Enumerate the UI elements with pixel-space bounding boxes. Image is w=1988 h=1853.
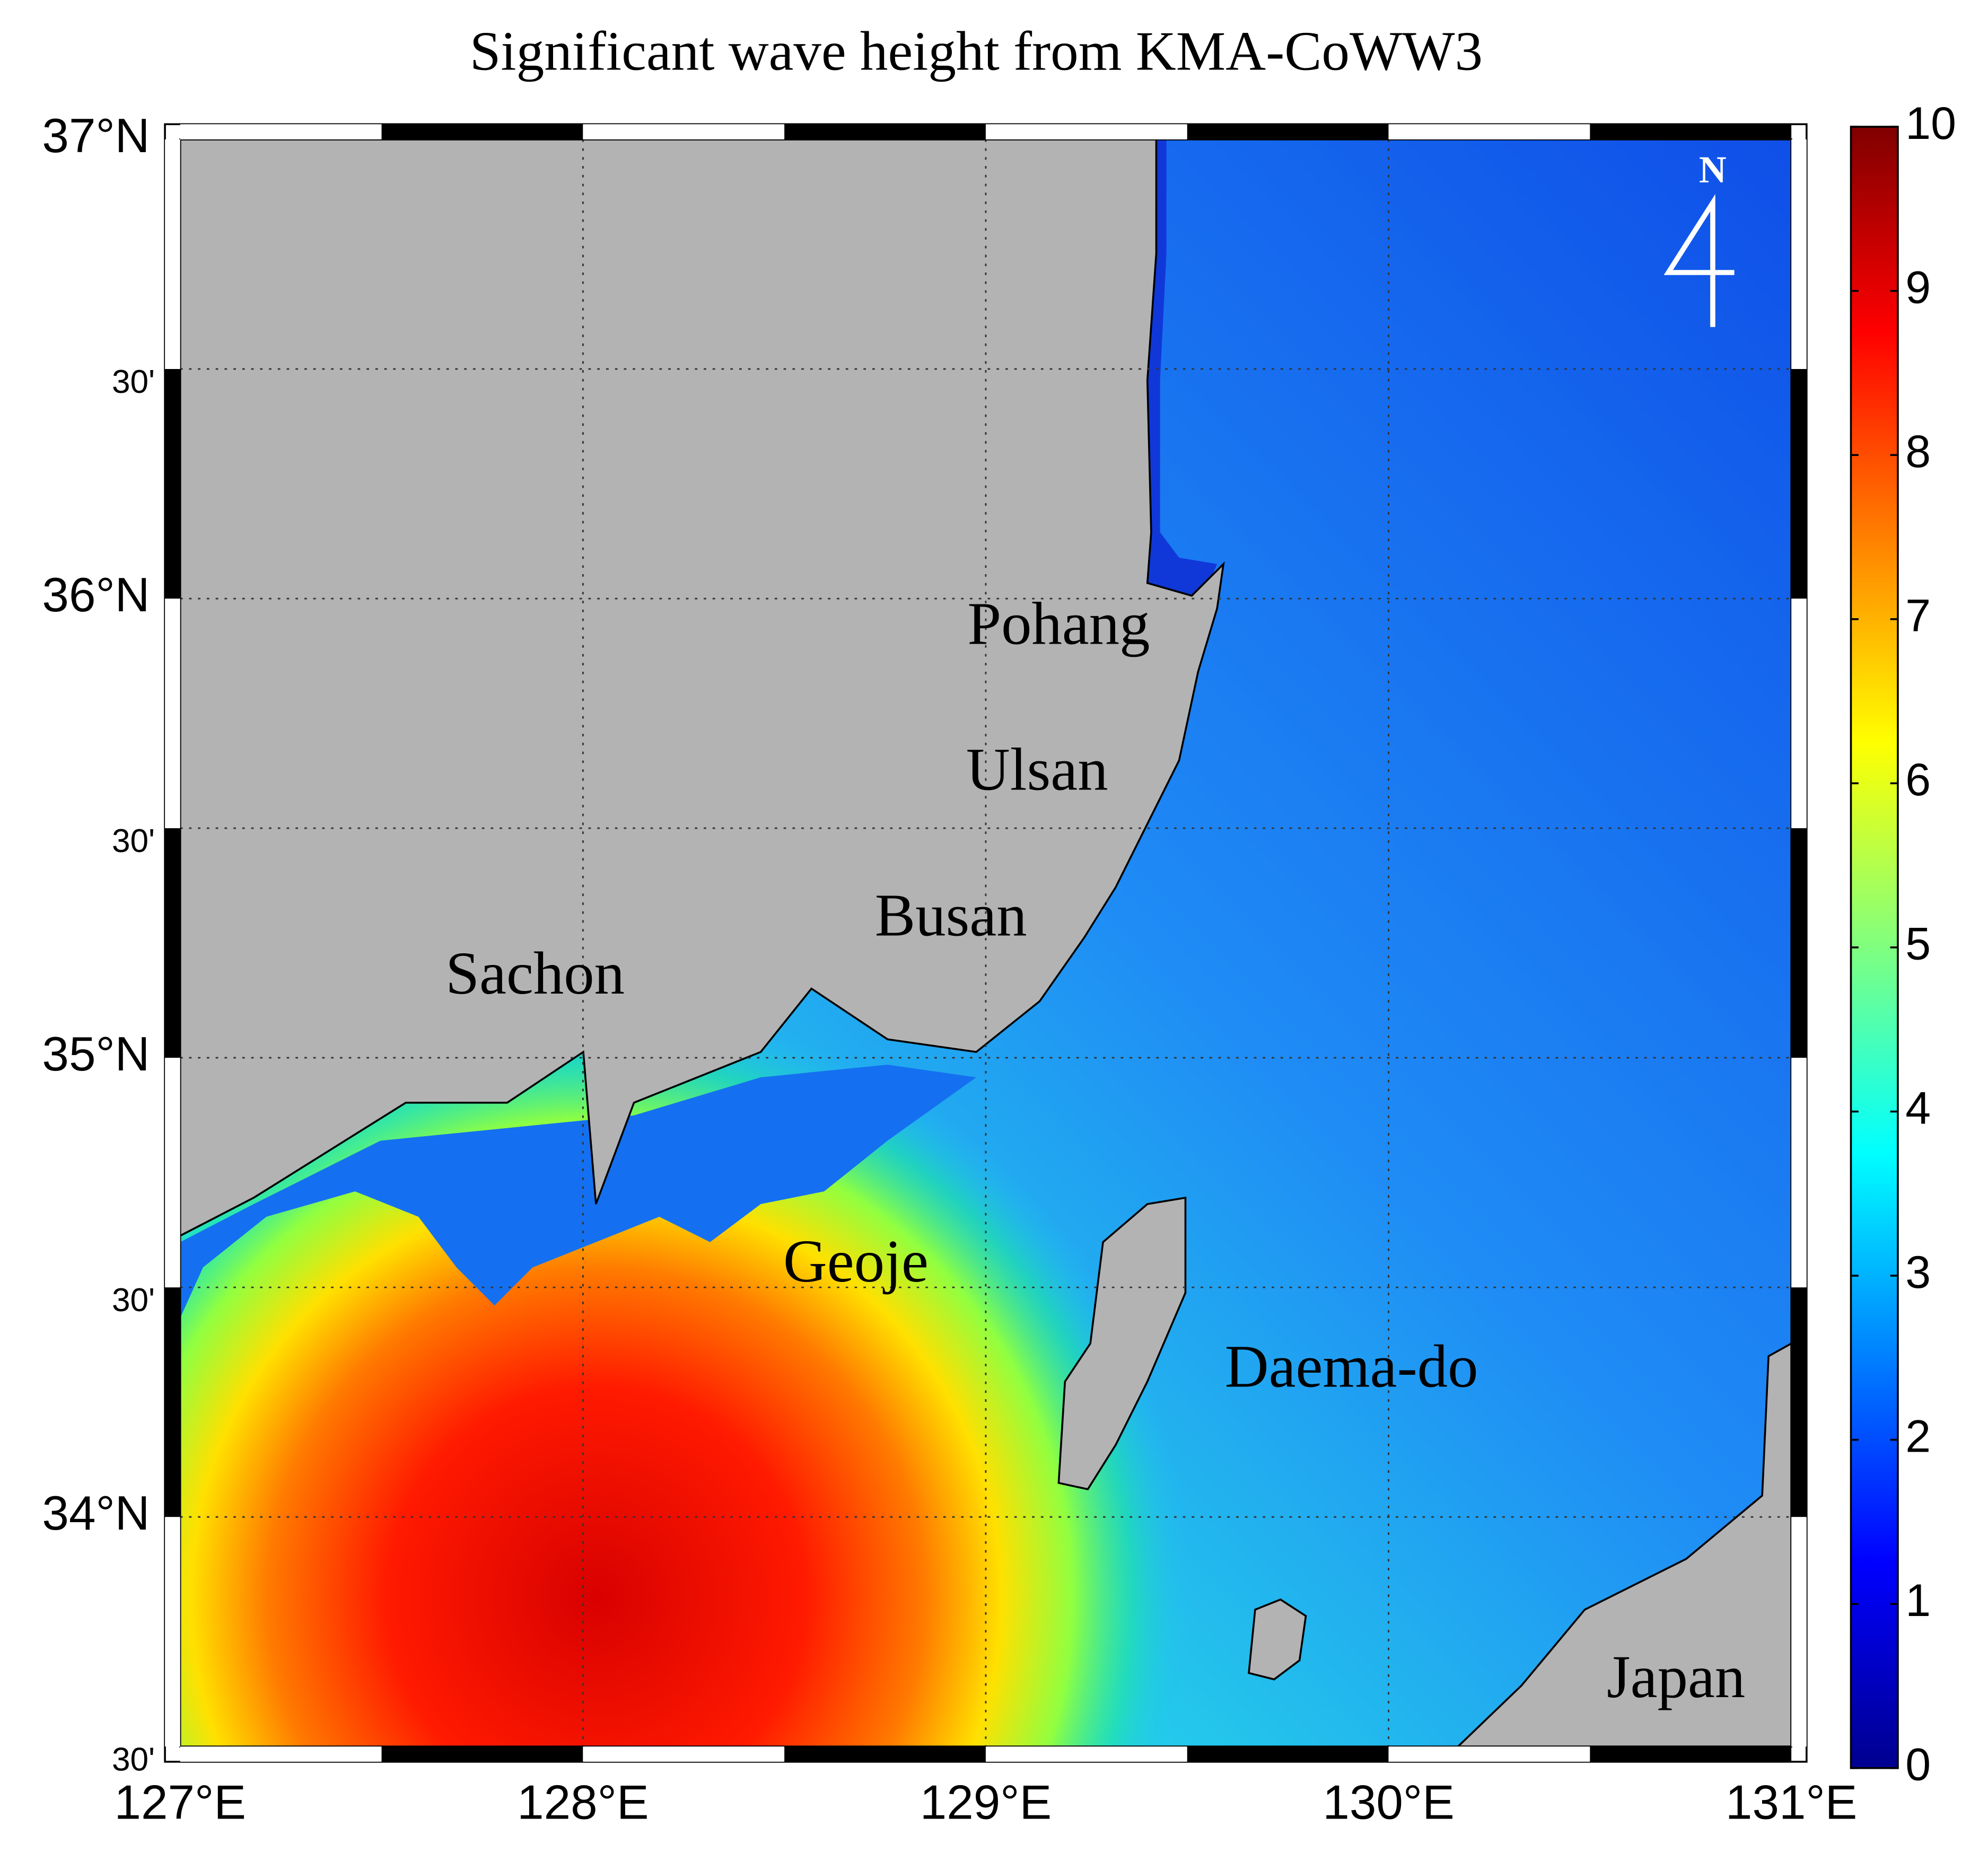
frame-segment bbox=[165, 1287, 180, 1517]
frame-segment bbox=[1590, 124, 1792, 139]
frame-segment bbox=[165, 1517, 180, 1747]
colorbar-tick-label: 6 bbox=[1905, 754, 1931, 805]
y-tick-label: 30' bbox=[112, 823, 155, 859]
frame-segment bbox=[985, 124, 1187, 139]
frame-segment bbox=[1187, 124, 1389, 139]
y-tick-label: 30' bbox=[112, 1282, 155, 1319]
north-arrow-shape bbox=[1663, 194, 1735, 327]
frame-segment bbox=[985, 1746, 1187, 1762]
frame-segment bbox=[1590, 1746, 1792, 1762]
x-tick-label: 130°E bbox=[1323, 1776, 1454, 1830]
frame-segment bbox=[165, 599, 180, 829]
y-tick-label: 30' bbox=[112, 1741, 155, 1778]
place-labels: Pohang Ulsan Busan Sachon Geoje Daema-do… bbox=[445, 590, 1745, 1710]
frame-segment bbox=[583, 124, 785, 139]
place-label: Daema-do bbox=[1225, 1332, 1478, 1400]
frame-segment bbox=[784, 1746, 986, 1762]
y-tick-label: 30' bbox=[112, 364, 155, 400]
colorbar-tick-label: 7 bbox=[1905, 591, 1931, 642]
island-land bbox=[1248, 1598, 1307, 1681]
place-label: Pohang bbox=[967, 590, 1150, 657]
tsushima-land bbox=[1057, 1196, 1187, 1490]
grid bbox=[180, 139, 1792, 1747]
title: Significant wave height from KMA-CoWW3 bbox=[470, 20, 1483, 82]
frame-segment bbox=[165, 139, 180, 369]
place-label: Ulsan bbox=[966, 735, 1108, 803]
colorbar-ticks: 0 1 2 3 4 5 6 7 8 9 10 bbox=[1851, 98, 1956, 1790]
frame-segment bbox=[1388, 1746, 1590, 1762]
frame-segment bbox=[1791, 139, 1807, 369]
colorbar-tick-label: 5 bbox=[1905, 919, 1931, 970]
frame-segment bbox=[1791, 599, 1807, 829]
place-label: Sachon bbox=[445, 939, 625, 1007]
frame-segment bbox=[165, 1058, 180, 1288]
north-label: N bbox=[1699, 148, 1727, 191]
frame-segment bbox=[1187, 1746, 1389, 1762]
x-tick-label: 131°E bbox=[1726, 1776, 1857, 1830]
colorbar-tick-label: 3 bbox=[1905, 1247, 1931, 1298]
frame-segment bbox=[1791, 1058, 1807, 1288]
colorbar-tick-label: 0 bbox=[1905, 1740, 1931, 1790]
axis-labels: 127°E 128°E 129°E 130°E 131°E 30' 34°N 30' 35°N 3… bbox=[42, 109, 1857, 1830]
frame-segment bbox=[583, 1746, 785, 1762]
frame-segment bbox=[381, 124, 583, 139]
frame-segment bbox=[1791, 1287, 1807, 1517]
japan-land bbox=[1456, 1342, 1792, 1747]
y-tick-label: 34°N bbox=[42, 1487, 150, 1540]
place-label: Japan bbox=[1607, 1643, 1745, 1710]
frame-segment bbox=[1791, 1517, 1807, 1747]
frame-segment bbox=[165, 368, 180, 599]
y-tick-label: 35°N bbox=[42, 1028, 150, 1081]
north-arrow: N bbox=[1663, 148, 1735, 327]
colorbar-tick-label: 8 bbox=[1905, 426, 1931, 477]
frame-segment bbox=[1388, 124, 1590, 139]
colorbar-tick-label: 10 bbox=[1905, 98, 1956, 149]
colorbar-tick-label: 1 bbox=[1905, 1575, 1931, 1626]
place-label: Geoje bbox=[783, 1227, 929, 1295]
y-tick-label: 36°N bbox=[42, 568, 150, 622]
map-frame bbox=[164, 123, 1808, 1763]
frame-segment bbox=[1791, 828, 1807, 1058]
frame-segment bbox=[381, 1746, 583, 1762]
frame-segment bbox=[180, 124, 382, 139]
frame-segment bbox=[180, 1746, 382, 1762]
frame-segment bbox=[165, 828, 180, 1058]
korea-land bbox=[180, 139, 1225, 1237]
colorbar-tick-label: 9 bbox=[1905, 262, 1931, 313]
colorbar-tick-label: 4 bbox=[1905, 1083, 1931, 1134]
y-tick-label: 37°N bbox=[42, 109, 150, 163]
frame-segment bbox=[784, 124, 986, 139]
x-tick-label: 127°E bbox=[115, 1776, 246, 1830]
colorbar-tick-label: 2 bbox=[1905, 1411, 1931, 1462]
place-label: Busan bbox=[875, 881, 1027, 949]
frame-segment bbox=[1791, 368, 1807, 599]
coastal-sea bbox=[180, 1065, 977, 1319]
map-area bbox=[180, 139, 1792, 1747]
x-tick-label: 129°E bbox=[920, 1776, 1052, 1830]
x-tick-label: 128°E bbox=[517, 1776, 649, 1830]
